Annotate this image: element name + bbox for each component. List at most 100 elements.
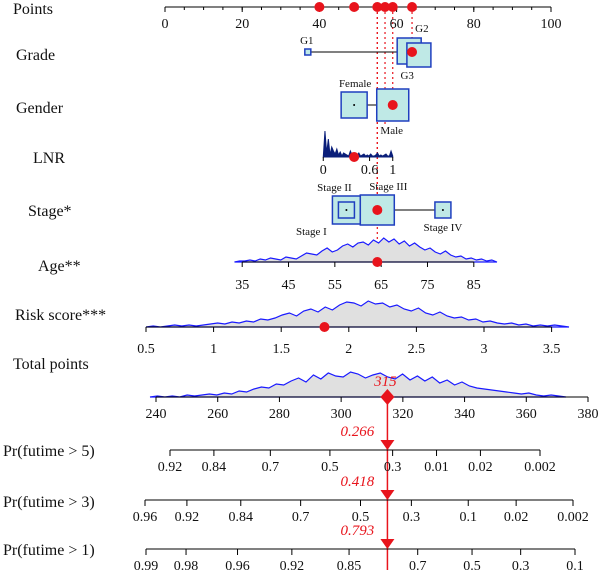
pr5-label: Pr(futime > 5) [3, 443, 95, 460]
prob-axis-tick-label: 0.02 [504, 510, 529, 525]
risk-score-tick-label: 0.5 [137, 342, 155, 357]
chart-marks: 0 20 40 60 80 100 G1 G2 G3 Female Male 0 0.6 1 Stage I… [133, 2, 599, 574]
total-points-density-curve [149, 371, 567, 398]
points-axis-tick-label: 80 [467, 17, 481, 32]
points-axis-highlight-point [314, 2, 325, 12]
points-axis-tick-label: 20 [235, 17, 249, 32]
prob-axis-tick-label: 0.5 [352, 510, 370, 525]
stage-label: Stage* [28, 203, 72, 220]
total-points-tick-label: 380 [578, 407, 599, 422]
grade-level-label-g3: G3 [400, 70, 414, 82]
age-density-curve [234, 237, 498, 263]
prob-axis-tick-label: 0.84 [229, 510, 254, 525]
total-points-tick-label: 360 [516, 407, 537, 422]
total-points-tick-label: 320 [392, 407, 413, 422]
prob-axis-tick-label: 0.1 [566, 559, 584, 574]
prob-axis-tick-label: 0.02 [468, 460, 493, 475]
prob-axis-tick-label: 0.3 [403, 510, 421, 525]
prob-axis-tick-label: 0.7 [262, 460, 280, 475]
prob-axis-tick-label: 0.85 [337, 559, 362, 574]
prob-axis-tick-label: 0.5 [463, 559, 481, 574]
gender-label: Gender [16, 100, 64, 117]
prob-axis-tick-label: 0.96 [133, 510, 158, 525]
prob-marker [380, 440, 395, 450]
pr3-label: Pr(futime > 3) [3, 494, 95, 511]
points-axis-tick-label: 60 [390, 17, 404, 32]
age-tick-label: 85 [467, 278, 481, 293]
gender-selected-point [387, 100, 398, 110]
total-points-tick-label: 340 [454, 407, 475, 422]
points-axis-highlight-point [349, 2, 360, 12]
pr1-label: Pr(futime > 1) [3, 542, 95, 559]
prob-marker [380, 490, 395, 500]
lnr-tick-label: 0.6 [361, 163, 379, 178]
points-axis-highlight-point [387, 2, 398, 12]
grade-label: Grade [16, 47, 55, 64]
age-selected-point [372, 257, 383, 267]
prob-axis-tick-label: 0.5 [321, 460, 339, 475]
age-tick-label: 65 [374, 278, 388, 293]
total-points-tick-label: 240 [146, 407, 167, 422]
prob-axis-tick-label: 0.3 [512, 559, 530, 574]
prob-value-label: 0.266 [341, 424, 375, 440]
gender-level-label-female: Female [339, 78, 371, 90]
stage-level-label-stage-iv: Stage IV [424, 222, 463, 234]
risk-score-tick-label: 3.5 [543, 342, 561, 357]
prob-axis-tick-label: 0.7 [409, 559, 427, 574]
age-tick-label: 55 [328, 278, 342, 293]
prob-marker [380, 539, 395, 549]
risk-score-label: Risk score*** [15, 307, 106, 324]
risk-score-tick-label: 2.5 [408, 342, 426, 357]
stage-level-label-stage-ii: Stage II [317, 182, 352, 194]
prob-value-label: 0.418 [341, 474, 375, 490]
age-tick-label: 75 [420, 278, 434, 293]
lnr-tick-label: 0 [320, 163, 327, 178]
lnr-density-curve [322, 130, 394, 158]
risk-score-tick-label: 2 [345, 342, 352, 357]
risk-score-tick-label: 3 [481, 342, 488, 357]
risk-score-tick-label: 1 [210, 342, 217, 357]
stage-level-label-stage-iii: Stage III [369, 181, 408, 193]
risk-score-selected-point [319, 322, 330, 332]
prob-axis-tick-label: 0.01 [424, 460, 449, 475]
points-axis-tick-label: 0 [162, 17, 169, 32]
prob-axis-tick-label: 0.3 [384, 460, 402, 475]
age-label: Age** [38, 258, 81, 275]
prob-axis-tick-label: 0.7 [292, 510, 310, 525]
prob-axis-tick-label: 0.96 [225, 559, 250, 574]
total-points-tick-label: 260 [207, 407, 228, 422]
prob-axis-tick-label: 0.98 [174, 559, 199, 574]
total-points-label: Total points [13, 356, 89, 373]
prob-axis-tick-label: 0.92 [175, 510, 200, 525]
prob-axis-tick-label: 0.002 [524, 460, 556, 475]
points-axis-tick-label: 40 [312, 17, 326, 32]
lnr-label: LNR [33, 150, 65, 167]
points-axis-tick-label: 100 [541, 17, 562, 32]
grade-level-label-g2: G2 [415, 23, 428, 35]
lnr-tick-label: 1 [389, 163, 396, 178]
stage-selected-point [372, 205, 383, 215]
grade-selected-point [407, 47, 418, 57]
age-tick-label: 35 [235, 278, 249, 293]
points-axis-highlight-point [407, 2, 418, 12]
prob-axis-tick-label: 0.002 [557, 510, 589, 525]
points-axis-highlight-point [380, 2, 391, 12]
gender-box-female-center [353, 104, 356, 106]
total-points-tick-label: 280 [269, 407, 290, 422]
points-axis-highlight-point [372, 2, 383, 12]
stage-box-stage-ii-center [345, 209, 348, 211]
risk-score-density-curve [145, 300, 570, 328]
prob-axis-tick-label: 0.99 [134, 559, 159, 574]
stage-box-stage-iv-center [441, 209, 444, 211]
gender-level-label-male: Male [380, 125, 403, 137]
stage-level-label-stage-i: Stage I [296, 226, 327, 238]
lnr-selected-point [349, 152, 360, 162]
total-points-value-label: 315 [373, 374, 397, 390]
risk-score-tick-label: 1.5 [272, 342, 290, 357]
grade-level-label-g1: G1 [300, 35, 313, 47]
grade-box-g1 [304, 48, 312, 56]
prob-axis-tick-label: 0.84 [202, 460, 227, 475]
age-tick-label: 45 [282, 278, 296, 293]
